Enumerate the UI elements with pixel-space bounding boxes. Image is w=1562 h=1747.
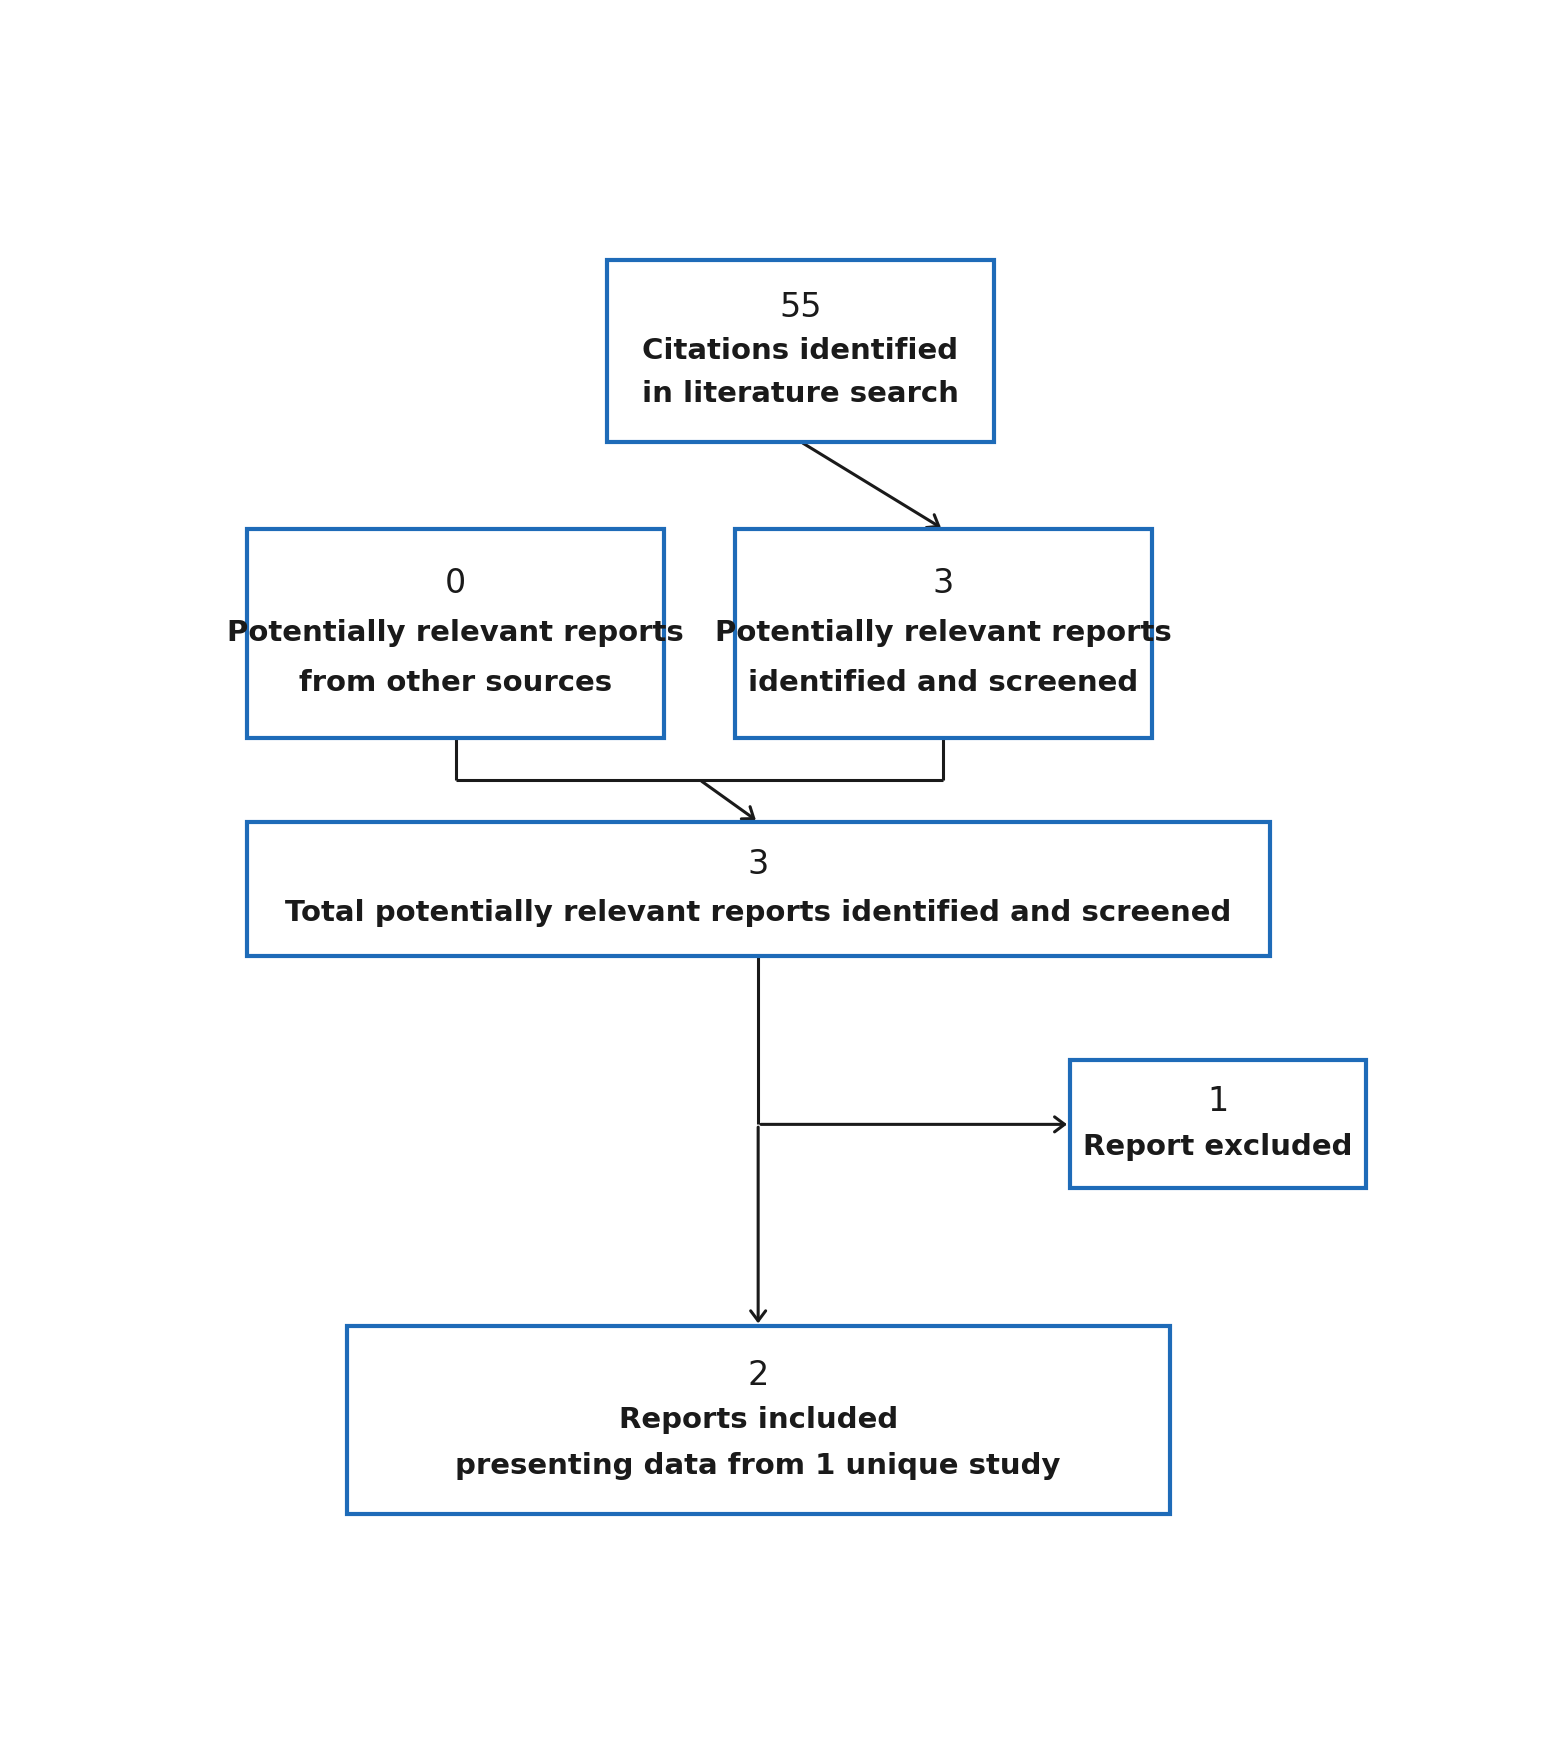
Text: presenting data from 1 unique study: presenting data from 1 unique study [456, 1452, 1061, 1480]
Text: 3: 3 [748, 849, 769, 880]
Text: 55: 55 [779, 290, 822, 323]
Text: Potentially relevant reports: Potentially relevant reports [715, 620, 1172, 648]
Text: Reports included: Reports included [619, 1406, 898, 1434]
Text: Citations identified: Citations identified [642, 337, 959, 365]
FancyBboxPatch shape [247, 529, 664, 737]
Text: 1: 1 [1207, 1085, 1229, 1118]
Text: Report excluded: Report excluded [1084, 1134, 1353, 1162]
Text: 2: 2 [748, 1359, 769, 1392]
Text: 0: 0 [445, 566, 465, 599]
Text: identified and screened: identified and screened [748, 669, 1139, 697]
Text: 3: 3 [933, 566, 954, 599]
Text: in literature search: in literature search [642, 381, 959, 409]
Text: Potentially relevant reports: Potentially relevant reports [226, 620, 684, 648]
FancyBboxPatch shape [1070, 1060, 1367, 1188]
FancyBboxPatch shape [734, 529, 1153, 737]
Text: from other sources: from other sources [298, 669, 612, 697]
FancyBboxPatch shape [606, 260, 993, 442]
Text: Total potentially relevant reports identified and screened: Total potentially relevant reports ident… [284, 900, 1231, 928]
FancyBboxPatch shape [247, 821, 1270, 956]
FancyBboxPatch shape [347, 1326, 1170, 1515]
